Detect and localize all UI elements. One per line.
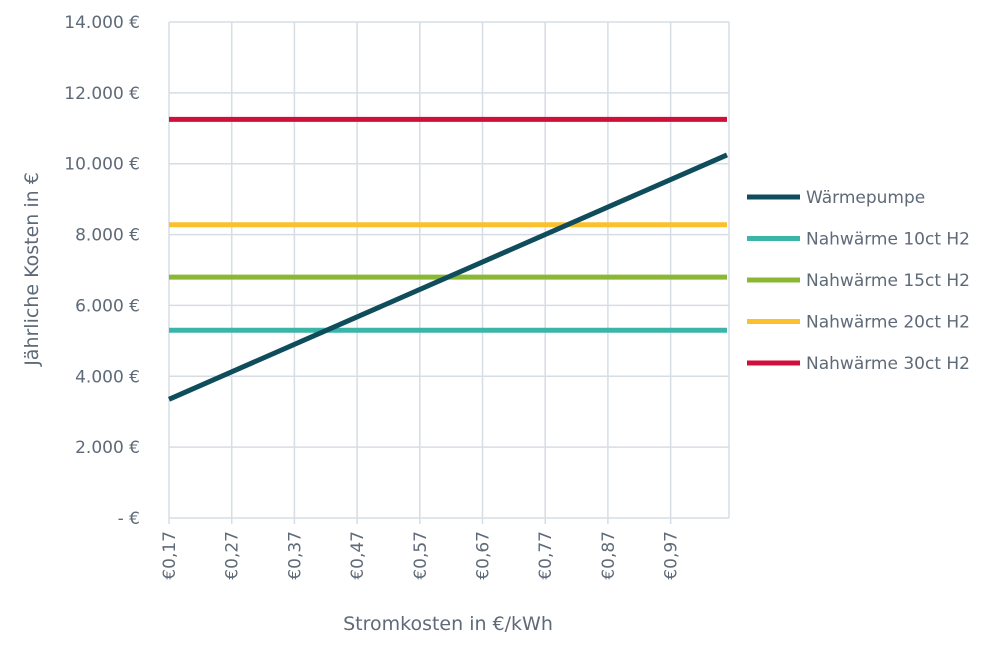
legend: Wärmepumpe Nahwärme 10ct H2 Nahwärme 15ct … [747,188,970,374]
y-tick-label: 12.000 € [64,84,140,104]
x-tick-label: €0,47 [348,531,368,580]
legend-label: Nahwärme 15ct H2 [806,271,970,291]
legend-label: Nahwärme 30ct H2 [806,354,970,374]
y-tick-label: 6.000 € [75,296,140,316]
x-tick-label: €0,87 [599,531,619,580]
y-axis-ticks: - € 2.000 € 4.000 € 6.000 € 8.000 € 10.000 € 1… [64,13,140,529]
series-line-0 [167,152,729,402]
x-tick-label: €0,77 [536,531,556,580]
y-axis-title: Jährliche Kosten in € [21,172,43,367]
x-tick-label: €0,97 [662,531,682,580]
y-tick-label: 8.000 € [75,226,140,246]
x-tick-label: €0,67 [474,531,494,580]
y-tick-label: - € [118,509,140,529]
legend-label: Wärmepumpe [806,188,925,208]
y-tick-label: 4.000 € [75,367,140,387]
x-axis-title: Stromkosten in €/kWh [343,613,553,635]
x-tick-label: €0,37 [285,531,305,580]
x-axis-ticks: €0,17 €0,27 €0,37 €0,47 €0,57 €0,67 €0,77 €0,87… [160,531,682,580]
y-tick-label: 14.000 € [64,13,140,33]
legend-label: Nahwärme 10ct H2 [806,230,970,250]
x-tick-label: €0,27 [223,531,243,580]
x-tick-label: €0,57 [411,531,431,580]
legend-label: Nahwärme 20ct H2 [806,313,970,333]
y-tick-label: 2.000 € [75,438,140,458]
y-tick-label: 10.000 € [64,155,140,175]
x-tick-label: €0,17 [160,531,180,580]
grid [168,21,730,524]
series-lines [167,116,729,402]
